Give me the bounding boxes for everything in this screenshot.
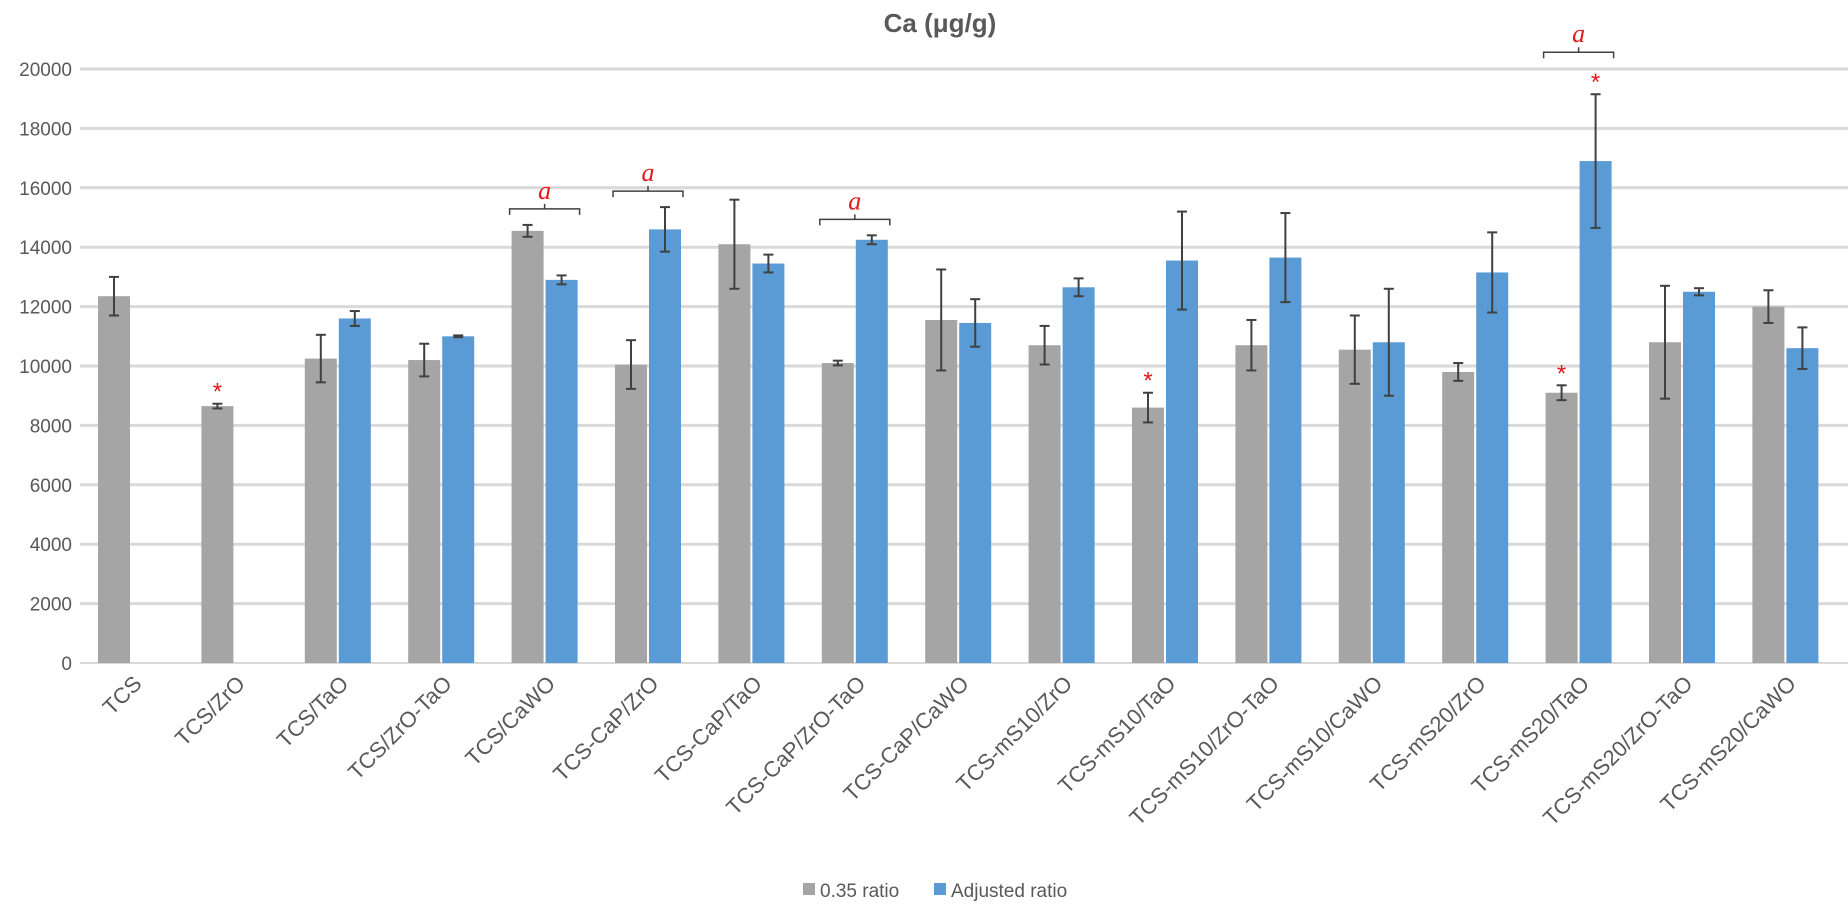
y-tick-label: 18000 [19,119,72,140]
x-tick-label: TCS/TaO [272,671,354,753]
bar-adjusted-ratio [1269,257,1302,663]
y-tick-label: 10000 [19,357,72,378]
significance-bracket [508,203,581,215]
y-tick-label: 2000 [30,595,72,616]
bar-adjusted-ratio [752,263,785,663]
x-tick-label: TCS/ZrO [170,671,250,751]
y-tick-label: 20000 [19,60,72,81]
x-tick-label: TCS/CaWO [460,671,560,771]
bar-ratio-035 [1028,345,1061,663]
bar-ratio-035 [925,319,958,663]
y-tick-label: 14000 [19,238,72,259]
significance-bracket [1542,47,1615,59]
bar-ratio-035 [201,406,234,663]
bar-ratio-035 [718,244,751,664]
y-tick-label: 8000 [30,416,72,437]
significance-letter: a [1572,19,1585,48]
chart-title: Ca (μg/g) [884,8,997,38]
bar-ratio-035 [821,363,854,663]
y-tick-label: 6000 [30,476,72,497]
bar-adjusted-ratio [649,229,681,663]
bar-adjusted-ratio [1062,287,1095,663]
x-tick-label: TCS [98,671,147,720]
bar-ratio-035 [1545,392,1578,663]
bar-adjusted-ratio [855,239,888,663]
y-tick-label: 12000 [19,298,72,319]
significance-letter: a [642,158,655,187]
y-tick-label: 0 [61,654,72,675]
bar-ratio-035 [408,360,441,663]
y-axis-tick-labels: 0 2000 4000 6000 8000 10000 12000 14000 16000 180… [19,60,72,675]
significance-star: * [1143,368,1152,395]
y-tick-label: 4000 [30,535,72,556]
bars [98,161,1819,664]
bar-ratio-035 [615,364,647,663]
legend-label-0: 0.35 ratio [820,881,899,902]
bar-ratio-035 [1235,345,1268,663]
bar-ratio-035 [1752,306,1785,663]
significance-star: * [1591,69,1600,96]
x-tick-label: TCS-CaP/TaO [650,671,767,788]
bar-ratio-035 [1132,407,1164,663]
bar-ratio-035 [1442,371,1475,663]
bar-adjusted-ratio [1579,161,1612,663]
bar-ratio-035 [98,296,130,663]
significance-bracket [819,214,891,226]
bar-ratio-035 [511,230,544,664]
legend-label-1: Adjusted ratio [951,881,1067,902]
y-tick-label: 16000 [19,179,72,200]
legend: 0.35 ratio Adjusted ratio [803,881,1067,902]
bar-adjusted-ratio [1166,260,1198,663]
bar-adjusted-ratio [1786,348,1819,663]
error-bars [109,93,1808,424]
bar-adjusted-ratio [338,318,371,663]
bar-ratio-035 [304,358,337,663]
legend-swatch-1 [934,883,946,895]
x-tick-label: TCS/ZrO-TaO [343,671,457,785]
significance-letter: a [848,186,861,215]
bar-ratio-035 [1338,349,1371,663]
significance-star: * [1557,360,1566,387]
bar-adjusted-ratio [1683,291,1715,663]
bar-adjusted-ratio [442,336,475,663]
bar-adjusted-ratio [1476,272,1509,663]
significance-letter: a [538,176,551,205]
bar-adjusted-ratio [959,322,992,663]
significance-bracket [612,186,684,198]
significance-star: * [213,379,222,406]
x-tick-label: TCS-CaP/ZrO [548,671,663,786]
bar-adjusted-ratio [545,279,578,663]
legend-swatch-0 [803,883,815,895]
